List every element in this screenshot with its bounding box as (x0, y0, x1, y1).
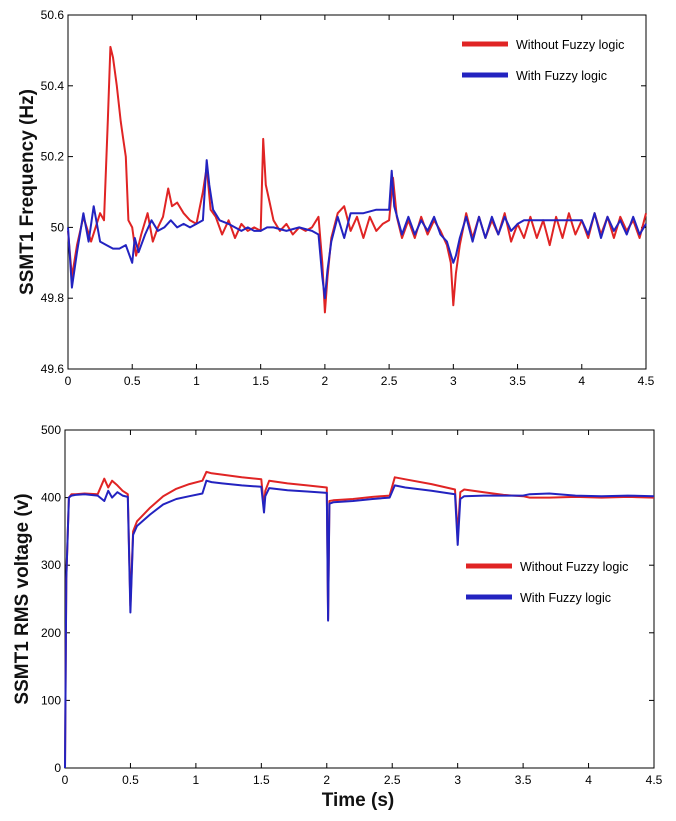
voltage-x-tick-label: 3 (454, 773, 461, 787)
frequency-chart: 0 0.5 1 1.5 2 2.5 3 3.5 4 4.5 49.6 49.8 50 50.2 50.4 5… (17, 8, 655, 388)
voltage-legend-label-with: With Fuzzy logic (520, 591, 611, 605)
voltage-y-tick-label: 100 (41, 693, 61, 707)
voltage-y-tick-label: 0 (54, 761, 61, 775)
voltage-x-ticks: 0 0.5 1 1.5 2 2.5 3 3.5 4 4.5 (62, 430, 663, 787)
voltage-x-tick-label: 4 (585, 773, 592, 787)
frequency-x-tick-label: 0 (65, 374, 72, 388)
frequency-legend: Without Fuzzy logic With Fuzzy logic (462, 38, 624, 83)
frequency-y-ticks: 49.6 49.8 50 50.2 50.4 50.6 (41, 8, 646, 376)
voltage-plot-frame (64, 429, 655, 769)
frequency-y-tick-label: 49.8 (41, 291, 65, 305)
frequency-y-tick-label: 49.6 (41, 362, 65, 376)
frequency-x-tick-label: 2 (322, 374, 329, 388)
voltage-x-tick-label: 1 (193, 773, 200, 787)
voltage-y-tick-label: 500 (41, 423, 61, 437)
voltage-x-axis-label: Time (s) (322, 790, 395, 811)
frequency-legend-label-with: With Fuzzy logic (516, 69, 607, 83)
voltage-legend-label-without: Without Fuzzy logic (520, 560, 628, 574)
voltage-x-tick-label: 0.5 (122, 773, 139, 787)
frequency-x-tick-label: 3.5 (509, 374, 526, 388)
voltage-series-line-with-fuzzy (64, 479, 655, 769)
frequency-y-tick-label: 50.6 (41, 8, 65, 22)
voltage-x-tick-label: 4.5 (646, 773, 663, 787)
voltage-x-tick-label: 2.5 (384, 773, 401, 787)
frequency-series (67, 45, 647, 314)
voltage-legend: Without Fuzzy logic With Fuzzy logic (466, 560, 628, 605)
frequency-legend-label-without: Without Fuzzy logic (516, 38, 624, 52)
frequency-x-tick-label: 1 (193, 374, 200, 388)
frequency-y-axis-label: SSMT1 Frequency (Hz) (17, 89, 38, 295)
voltage-x-tick-label: 2 (323, 773, 330, 787)
voltage-y-tick-label: 200 (41, 626, 61, 640)
frequency-x-tick-label: 3 (450, 374, 457, 388)
voltage-y-axis-label: SSMT1 RMS voltage (v) (12, 493, 33, 704)
frequency-y-tick-label: 50.4 (41, 79, 65, 93)
voltage-x-tick-label: 3.5 (515, 773, 532, 787)
voltage-x-tick-label: 1.5 (253, 773, 270, 787)
frequency-x-tick-label: 2.5 (381, 374, 398, 388)
frequency-x-tick-label: 4 (578, 374, 585, 388)
frequency-x-ticks: 0 0.5 1 1.5 2 2.5 3 3.5 4 4.5 (65, 15, 655, 388)
voltage-chart: 0 0.5 1 1.5 2 2.5 3 3.5 4 4.5 0 100 200 300 400 500 SS… (12, 423, 663, 811)
voltage-y-tick-label: 300 (41, 558, 61, 572)
frequency-x-tick-label: 0.5 (124, 374, 141, 388)
frequency-x-tick-label: 4.5 (638, 374, 655, 388)
voltage-y-tick-label: 400 (41, 491, 61, 505)
frequency-plot-frame (67, 14, 647, 370)
voltage-y-ticks: 0 100 200 300 400 500 (41, 423, 654, 775)
frequency-x-tick-label: 1.5 (252, 374, 269, 388)
frequency-y-tick-label: 50.2 (41, 150, 65, 164)
frequency-series-line-with-fuzzy (67, 159, 647, 300)
voltage-series (64, 470, 655, 769)
voltage-x-tick-label: 0 (62, 773, 69, 787)
frequency-y-tick-label: 50 (51, 220, 65, 234)
